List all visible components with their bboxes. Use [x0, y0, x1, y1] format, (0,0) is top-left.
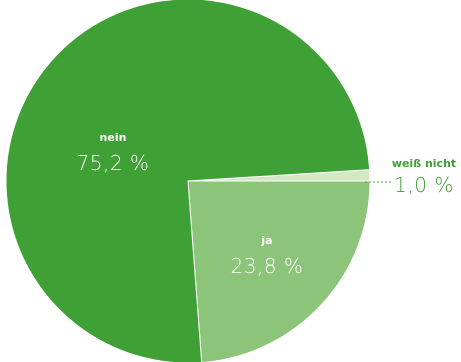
pie-slice-nein: [5, 0, 371, 362]
slice-value-nein: 75,2 %: [77, 151, 150, 175]
slice-label-weiss-nicht: weiß nicht: [392, 157, 456, 170]
slice-value-weiss-nicht: 1,0 %: [394, 173, 454, 197]
slice-label-ja: ja: [260, 234, 272, 247]
pie-slices: [5, 0, 371, 362]
pie-slice-ja: [187, 180, 371, 362]
slice-value-ja: 23,8 %: [231, 254, 304, 278]
slice-label-nein: nein: [100, 131, 127, 144]
